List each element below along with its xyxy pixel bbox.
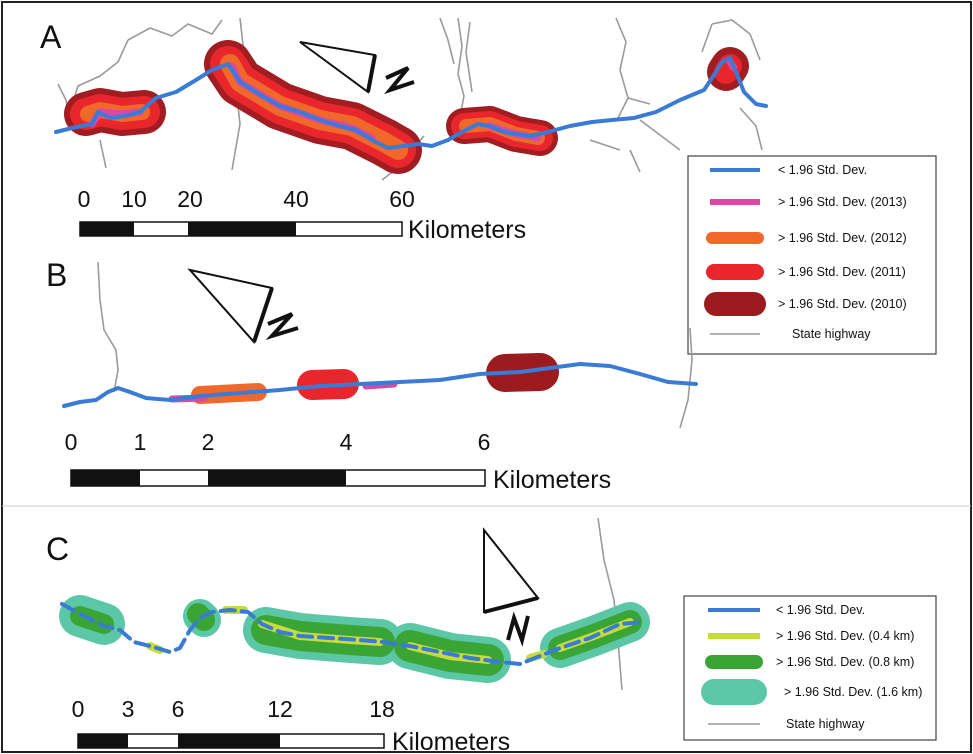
panel-a-tick: 60: [389, 186, 415, 212]
panel-c-tick: 18: [369, 696, 395, 722]
panel-c-highways: [597, 517, 623, 691]
legend-a-label: > 1.96 Std. Dev. (2010): [778, 297, 907, 311]
panel-a-tick: 0: [78, 186, 91, 212]
panel-a-scale-bar: 0 10 20 40 60 Kilometers: [78, 186, 526, 244]
legend-a: < 1.96 Std. Dev. > 1.96 Std. Dev. (2013)…: [687, 155, 937, 355]
legend-c-label: < 1.96 Std. Dev.: [776, 603, 865, 617]
legend-a-label: > 1.96 Std. Dev. (2011): [778, 265, 906, 279]
panel-c-tick: 0: [72, 696, 85, 722]
panel-c-tick: 6: [172, 696, 185, 722]
panel-b-tick: 6: [478, 429, 491, 455]
legend-a-label: > 1.96 Std. Dev. (2012): [778, 231, 907, 245]
panel-c-letter: C: [46, 531, 69, 567]
legend-c-label: > 1.96 Std. Dev. (0.4 km): [776, 629, 914, 643]
panel-b-scale-bar: 0 1 2 4 6 Kilometers: [65, 429, 611, 494]
panel-c-tick: 12: [267, 696, 293, 722]
panel-b-tick: 2: [202, 429, 215, 455]
panel-a-north-arrow: [299, 41, 415, 95]
panel-b-tick: 1: [134, 429, 147, 455]
panel-c: C 0 3 6 12 18 Kilometers: [46, 517, 650, 754]
panel-b-tick: 0: [65, 429, 78, 455]
panel-a-letter: A: [40, 19, 62, 55]
panel-c-scale-unit: Kilometers: [392, 728, 510, 754]
legend-a-label: < 1.96 Std. Dev.: [778, 163, 867, 177]
legend-c: < 1.96 Std. Dev. > 1.96 Std. Dev. (0.4 k…: [683, 595, 937, 741]
legend-a-label: > 1.96 Std. Dev. (2013): [778, 195, 907, 209]
panel-b-scale-unit: Kilometers: [493, 466, 611, 494]
legend-c-label: > 1.96 Std. Dev. (1.6 km): [784, 685, 922, 699]
panel-a-tick: 40: [283, 186, 309, 212]
legend-a-label: State highway: [792, 327, 871, 341]
panel-a-scale-unit: Kilometers: [408, 216, 526, 244]
panel-b: B 0 1 2 4 6 Kilometers: [46, 257, 698, 494]
panel-b-highways: [97, 261, 693, 429]
panel-b-north-arrow: [187, 268, 299, 344]
panel-a-road: [54, 56, 768, 150]
panel-c-scale-bar: 0 3 6 12 18 Kilometers: [72, 696, 510, 754]
panel-c-north-arrow: [483, 527, 540, 647]
panel-b-tick: 4: [340, 429, 353, 455]
panel-b-letter: B: [46, 257, 67, 293]
legend-c-label: > 1.96 Std. Dev. (0.8 km): [776, 655, 914, 669]
legend-c-label: State highway: [786, 717, 865, 731]
panel-c-tick: 3: [122, 696, 135, 722]
panel-b-road: [62, 362, 698, 408]
panel-a: A 0 10 20 40 60 Kilometers: [40, 17, 768, 244]
panel-a-tick: 10: [121, 186, 147, 212]
panel-c-road: [60, 602, 646, 666]
panel-a-tick: 20: [177, 186, 203, 212]
